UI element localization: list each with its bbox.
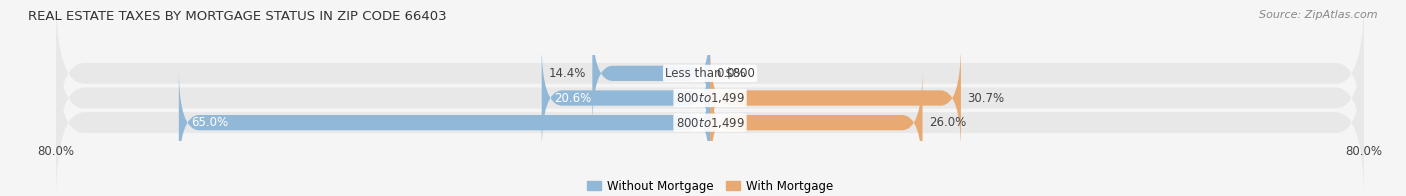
Text: 20.6%: 20.6% [554,92,591,104]
FancyBboxPatch shape [592,19,710,127]
FancyBboxPatch shape [710,69,922,177]
Text: REAL ESTATE TAXES BY MORTGAGE STATUS IN ZIP CODE 66403: REAL ESTATE TAXES BY MORTGAGE STATUS IN … [28,10,447,23]
Text: Source: ZipAtlas.com: Source: ZipAtlas.com [1260,10,1378,20]
FancyBboxPatch shape [541,44,710,152]
Text: 14.4%: 14.4% [548,67,586,80]
FancyBboxPatch shape [56,22,1364,174]
Text: Less than $800: Less than $800 [665,67,755,80]
Text: 30.7%: 30.7% [967,92,1004,104]
FancyBboxPatch shape [710,44,960,152]
Text: $800 to $1,499: $800 to $1,499 [675,116,745,130]
Text: 0.0%: 0.0% [717,67,747,80]
Legend: Without Mortgage, With Mortgage: Without Mortgage, With Mortgage [582,175,838,196]
Text: $800 to $1,499: $800 to $1,499 [675,91,745,105]
FancyBboxPatch shape [56,0,1364,149]
FancyBboxPatch shape [56,47,1364,196]
Text: 26.0%: 26.0% [929,116,966,129]
Text: 65.0%: 65.0% [191,116,228,129]
FancyBboxPatch shape [179,69,710,177]
